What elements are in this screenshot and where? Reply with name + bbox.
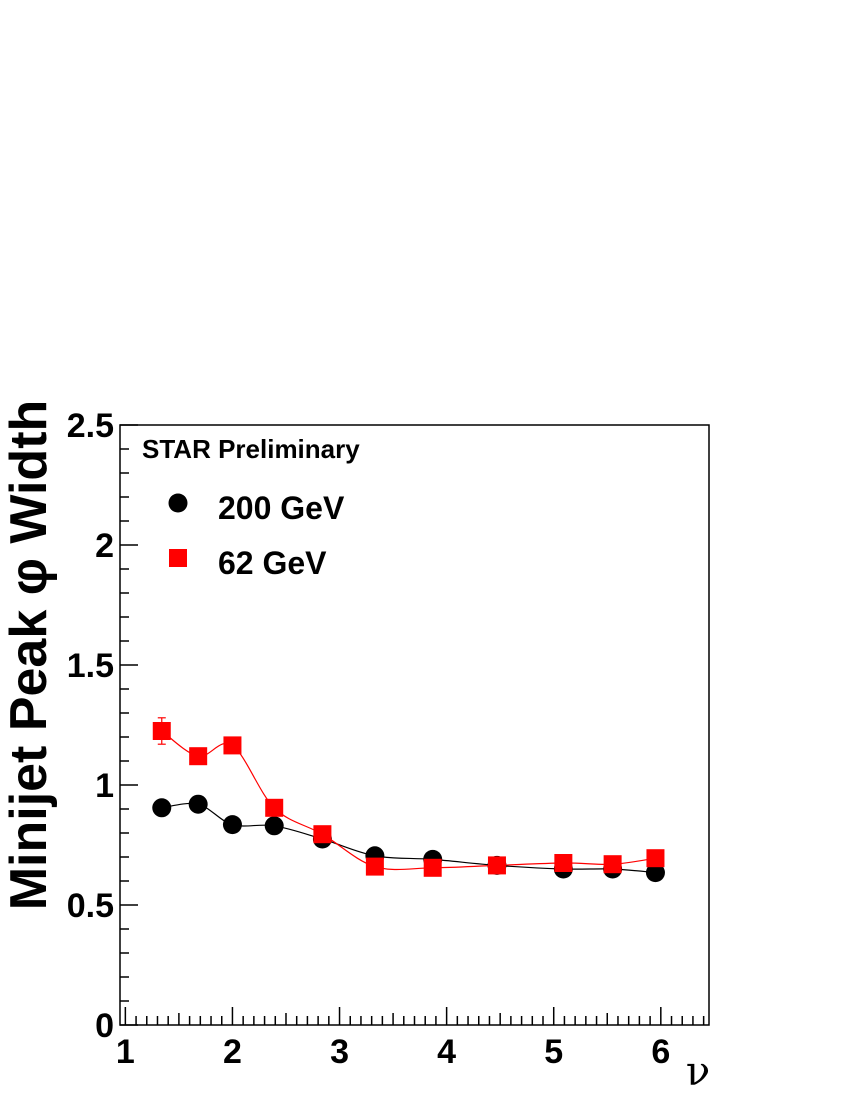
x-axis-ticks (124, 1007, 705, 1025)
data-point-62-gev (223, 736, 242, 755)
data-point-62-gev (423, 858, 442, 877)
data-point-62-gev (365, 857, 384, 876)
x-tick-label: 1 (116, 1033, 135, 1071)
x-tick-label: 6 (651, 1033, 670, 1071)
series-62-gev (152, 717, 665, 877)
series-line-200-gev (161, 802, 656, 874)
data-point-62-gev (554, 854, 573, 872)
legend-label-62-gev: 62 GeV (218, 545, 327, 581)
y-tick-label: 1 (95, 767, 114, 805)
data-point-62-gev (313, 825, 332, 844)
x-axis-label: ν (686, 1049, 710, 1095)
y-tick-label: 0 (95, 1007, 114, 1045)
star-preliminary-annotation: STAR Preliminary (142, 434, 360, 464)
data-point-62-gev (646, 849, 665, 868)
x-axis-tick-labels: 1 2 3 4 5 6 (116, 1033, 670, 1071)
legend: 200 GeV 62 GeV (168, 490, 345, 581)
x-tick-label: 2 (223, 1033, 242, 1071)
data-point-200-gev (222, 815, 242, 835)
x-tick-label: 5 (544, 1033, 563, 1071)
y-tick-label: 2 (95, 527, 114, 565)
data-point-62-gev (189, 747, 208, 766)
legend-label-200-gev: 200 GeV (218, 490, 345, 526)
y-axis-tick-labels: 0 0.5 1 1.5 2 2.5 (67, 407, 114, 1045)
x-tick-label: 3 (330, 1033, 349, 1071)
data-point-200-gev (264, 816, 284, 836)
data-point-62-gev (487, 856, 506, 875)
series-layer (152, 717, 665, 883)
y-axis-ticks (120, 424, 138, 1026)
legend-marker-200-gev (168, 493, 188, 513)
data-point-200-gev (152, 798, 172, 818)
y-tick-label: 0.5 (67, 887, 114, 925)
data-point-62-gev (265, 798, 284, 817)
x-tick-label: 4 (437, 1033, 456, 1071)
plot-frame (119, 424, 710, 1026)
data-point-200-gev (645, 863, 665, 883)
y-tick-label: 1.5 (67, 647, 114, 685)
y-tick-label: 2.5 (67, 407, 114, 445)
data-point-62-gev (152, 722, 171, 740)
legend-marker-62-gev (169, 549, 187, 567)
y-axis-label: Minijet Peak φ Width (0, 400, 58, 911)
data-point-62-gev (603, 855, 622, 874)
data-point-200-gev (188, 794, 208, 814)
